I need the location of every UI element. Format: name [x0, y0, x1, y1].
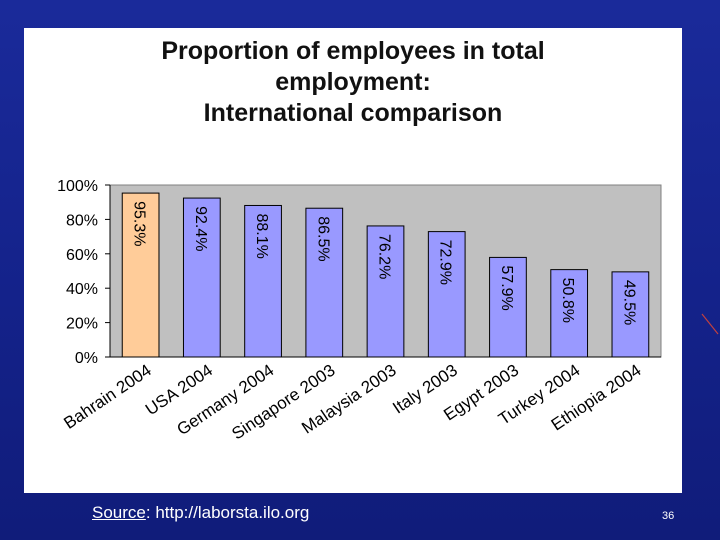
bar: [550, 269, 589, 358]
chart-title-line-2: employment:: [275, 68, 431, 96]
y-tick-label: 0%: [75, 350, 98, 367]
data-label: 50.8%: [559, 278, 576, 323]
y-tick-label: 20%: [66, 316, 98, 333]
decorative-accent-line: [701, 313, 719, 335]
bar-chart: 0% 20% 40% 60% 80% 100% 95.3% Bahrain 2004 92.4%…: [57, 178, 662, 444]
data-label: 95.3%: [131, 201, 148, 246]
data-label: 88.1%: [253, 213, 270, 258]
bar: [366, 225, 405, 358]
bar: [182, 197, 221, 358]
y-tick-label: 100%: [57, 178, 98, 195]
data-label: 76.2%: [376, 234, 393, 279]
source-url: : http://laborsta.ilo.org: [145, 503, 310, 522]
y-tick-label: 60%: [66, 247, 98, 264]
source-label: Source: [92, 503, 146, 522]
x-tick-label: Singapore 2003: [228, 361, 338, 444]
bar: [427, 231, 466, 358]
bar: [489, 256, 527, 358]
x-tick-label: Bahrain 2004: [60, 361, 154, 433]
y-tick-label: 40%: [66, 281, 98, 298]
chart-title-line-3: International comparison: [203, 99, 503, 127]
slide-number: 36: [662, 510, 675, 522]
data-label: 49.5%: [620, 280, 637, 325]
chart-title-line-1: Proportion of employees in total: [161, 37, 545, 65]
data-label: 92.4%: [192, 206, 209, 251]
chart-panel: Proportion of employees in total employm…: [24, 28, 682, 493]
bar: [244, 204, 282, 358]
y-tick-label: 80%: [66, 212, 98, 229]
bar: [611, 271, 650, 358]
data-label: 72.9%: [437, 240, 454, 285]
bar: [305, 207, 344, 358]
source-citation: Source: http://laborsta.ilo.org: [92, 503, 309, 523]
data-label: 57.9%: [498, 265, 515, 310]
data-label: 86.5%: [314, 216, 331, 261]
chart-title: Proportion of employees in total employm…: [24, 36, 682, 129]
bar: [121, 192, 160, 358]
